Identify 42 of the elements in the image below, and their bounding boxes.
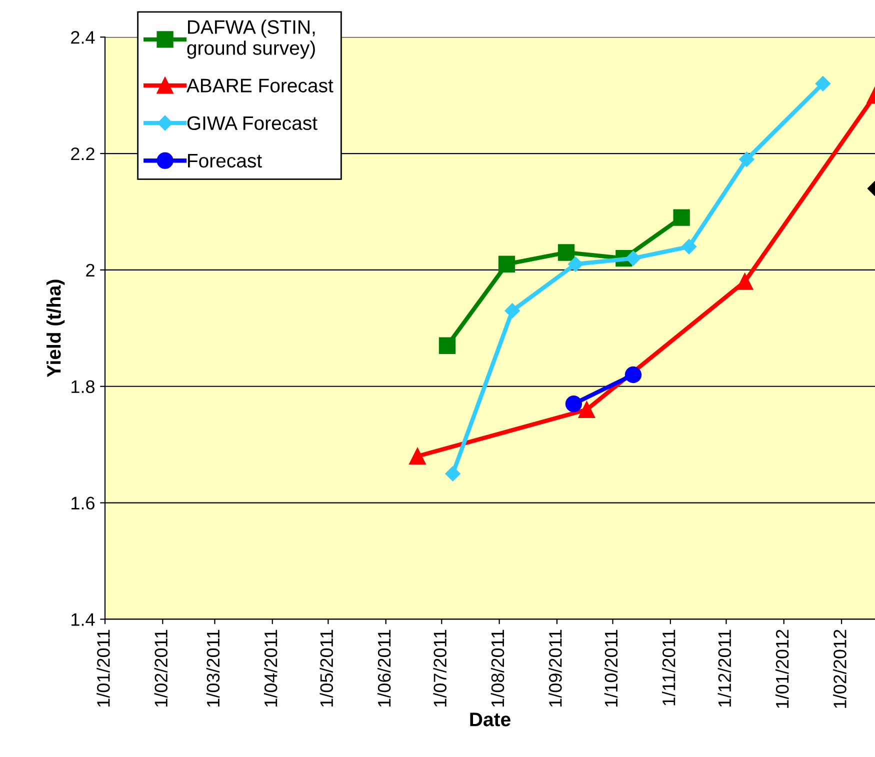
x-tick-label: 1/08/2011	[490, 630, 504, 707]
point	[558, 244, 575, 261]
x-tick-label: 1/11/2011	[662, 630, 676, 706]
y-tick-label: 1.4	[72, 613, 95, 626]
y-tick-label: 2.4	[71, 31, 95, 44]
point	[565, 396, 582, 412]
x-tick-label: 1/09/2011	[548, 630, 562, 707]
point	[736, 273, 754, 290]
x-tick-label: 1/04/2011	[264, 630, 278, 707]
x-tick-label: 1/05/2011	[320, 630, 334, 707]
legend-label: DAFWA (STIN, ground survey)	[187, 20, 315, 59]
y-tick-label: 1.6	[72, 496, 94, 510]
point	[681, 239, 697, 254]
x-tick-label: 1/02/2012	[833, 630, 846, 708]
point	[673, 209, 690, 226]
y-tick-label: 2.2	[71, 147, 94, 160]
x-tick-label: 1/01/2011	[96, 630, 110, 707]
point	[445, 466, 460, 482]
x-tick-label: 1/10/2011	[604, 630, 618, 707]
x-tick-label: 1/12/2011	[718, 630, 732, 707]
point	[498, 256, 516, 272]
point	[438, 337, 456, 354]
x-tick-label: 1/06/2011	[377, 630, 391, 707]
point	[568, 256, 584, 272]
x-tick-label: 1/07/2011	[433, 630, 446, 707]
legend-label: GIWA Forecast	[187, 116, 318, 130]
point	[504, 303, 520, 318]
y-axis-title: Yield (t/ha)	[46, 280, 65, 378]
y-tick-label: 2	[86, 264, 94, 276]
legend-label: ABARE Forecast	[186, 78, 334, 92]
x-tick-label: 1/01/2012	[775, 630, 789, 708]
x-axis-title: Date	[470, 712, 510, 726]
point	[578, 401, 596, 418]
point	[626, 250, 641, 266]
point	[624, 366, 642, 384]
y-tick-label: 1.8	[72, 380, 94, 394]
point	[815, 76, 830, 92]
point	[739, 152, 754, 167]
x-tick-label: 1/02/2011	[154, 630, 168, 707]
legend-label: Forecast	[188, 154, 262, 168]
point	[409, 448, 426, 465]
x-tick-label: 1/03/2011	[206, 630, 220, 707]
